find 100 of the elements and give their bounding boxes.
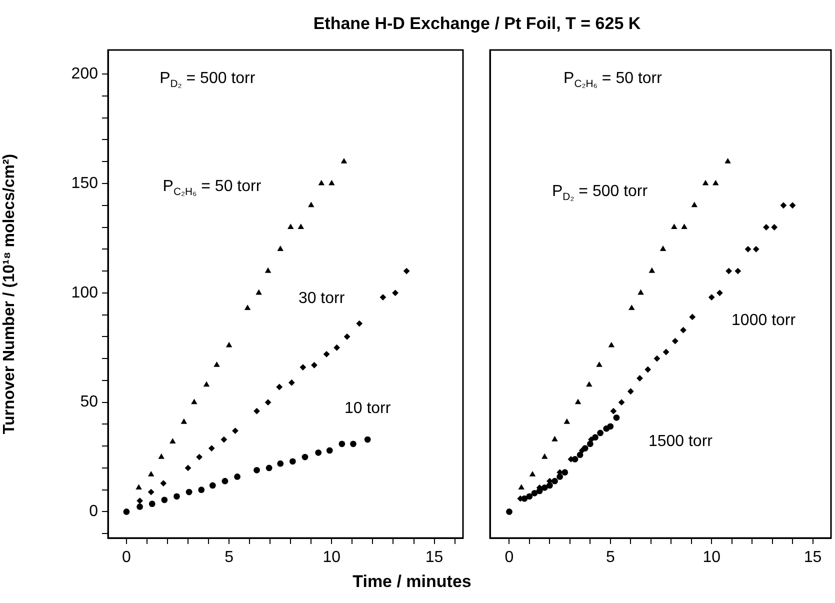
point	[209, 482, 216, 489]
point	[596, 362, 602, 367]
point	[276, 384, 283, 390]
point	[288, 224, 294, 230]
point	[712, 180, 719, 186]
point	[708, 294, 715, 300]
point	[691, 202, 698, 208]
point	[771, 224, 778, 230]
point	[288, 379, 295, 386]
point	[556, 474, 564, 480]
point	[160, 480, 167, 486]
x-tick-label: 10	[702, 549, 721, 566]
y-tick-label: 50	[80, 394, 98, 411]
point	[356, 320, 363, 327]
point	[148, 500, 156, 508]
point	[244, 304, 251, 310]
point	[266, 464, 272, 472]
text: 1500 torr	[648, 432, 712, 451]
point	[254, 466, 260, 474]
point	[380, 294, 386, 300]
point	[552, 478, 558, 484]
point	[214, 362, 220, 367]
point	[541, 484, 548, 491]
point	[564, 418, 570, 424]
point	[256, 289, 262, 295]
point	[222, 478, 228, 484]
point	[586, 440, 594, 448]
x-tick-label: 0	[504, 549, 514, 566]
point	[161, 496, 168, 504]
point	[726, 268, 732, 274]
x-tick-label: 0	[122, 549, 132, 566]
point	[644, 366, 652, 373]
point	[628, 304, 635, 310]
point	[752, 246, 760, 252]
point	[586, 381, 592, 387]
series-label: 10 torr	[344, 400, 391, 418]
point	[123, 508, 130, 515]
point	[552, 436, 558, 442]
point	[716, 290, 723, 296]
point	[289, 458, 296, 465]
x-tick-label: 10	[322, 549, 341, 566]
x-tick-label: 5	[606, 549, 615, 566]
point	[315, 449, 322, 456]
point	[582, 445, 588, 452]
x-axis-title: Time / minutes	[352, 572, 472, 592]
point	[536, 488, 543, 494]
point	[592, 434, 598, 441]
y-axis-title: Turnover Number / (10¹⁸ molecs/cm²)	[1, 154, 18, 434]
point	[234, 474, 240, 480]
point	[763, 224, 770, 230]
point	[672, 338, 678, 344]
point	[610, 408, 617, 414]
annotation: P$_{D₂}$ = 500 torr	[160, 70, 256, 90]
x-tick-label: 5	[224, 549, 234, 566]
point	[198, 486, 205, 494]
point	[574, 398, 582, 404]
point	[226, 342, 232, 348]
point	[300, 364, 306, 371]
point	[689, 314, 696, 320]
point	[531, 490, 538, 496]
y-tick-label: 0	[89, 503, 98, 520]
chart-title: Ethane H-D Exchange / Pt Foil, T = 625 K	[313, 14, 641, 34]
point	[344, 333, 350, 340]
point	[184, 464, 192, 472]
point	[326, 447, 333, 454]
point	[636, 375, 643, 382]
point	[662, 348, 670, 356]
point	[403, 268, 410, 274]
point	[627, 388, 634, 395]
point	[392, 290, 398, 296]
y-tick-label: 150	[71, 174, 98, 192]
annotation: P$_{C₂H₆}$ = 50 torr	[564, 70, 662, 90]
point	[340, 158, 348, 164]
point	[203, 381, 210, 387]
point	[302, 454, 308, 460]
point	[608, 342, 615, 348]
point	[323, 350, 330, 358]
point	[277, 460, 284, 467]
point	[654, 355, 660, 362]
point	[220, 436, 228, 443]
point	[744, 246, 752, 252]
point	[264, 267, 272, 273]
point	[572, 456, 578, 462]
point	[546, 482, 553, 489]
point	[196, 454, 203, 460]
point	[136, 498, 144, 504]
point	[562, 469, 568, 476]
point	[136, 484, 142, 490]
y-tick-label: 200	[71, 65, 98, 82]
point	[618, 399, 625, 406]
text: P$_{D₂}$ = 500 torr	[552, 182, 648, 203]
x-tick-label: 15	[425, 549, 444, 566]
point	[174, 493, 180, 500]
point	[170, 438, 176, 444]
point	[350, 440, 356, 448]
point	[613, 414, 620, 421]
point	[208, 445, 215, 452]
point	[789, 202, 796, 209]
point	[318, 180, 325, 186]
point	[180, 418, 188, 424]
